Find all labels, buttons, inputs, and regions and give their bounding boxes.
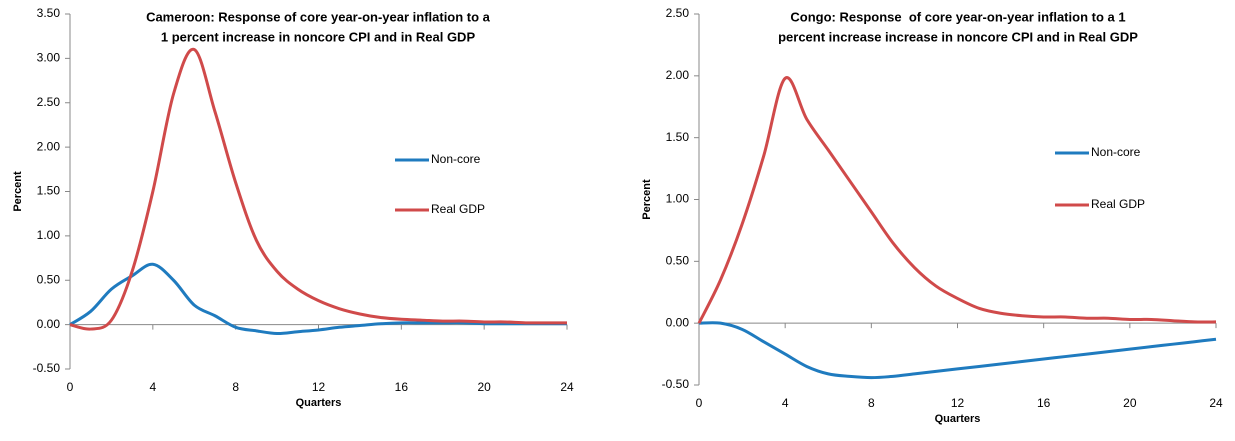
x-tick-label: 16 xyxy=(1037,396,1051,410)
y-tick-label: 2.50 xyxy=(37,95,61,109)
y-tick-label: 0.50 xyxy=(37,272,61,286)
y-tick-label: 3.00 xyxy=(37,51,61,65)
x-tick-label: 0 xyxy=(696,396,703,410)
x-tick-label: 12 xyxy=(951,396,965,410)
legend-label: Non-core xyxy=(431,152,481,166)
chart-title: 1 percent increase in noncore CPI and in… xyxy=(161,29,476,44)
y-tick-label: 3.50 xyxy=(37,6,61,20)
x-tick-label: 8 xyxy=(868,396,875,410)
y-tick-label: 0.00 xyxy=(37,317,61,331)
y-axis-label: Percent xyxy=(12,171,24,212)
y-tick-label: 2.00 xyxy=(37,139,61,153)
legend-label: Real GDP xyxy=(431,202,485,216)
y-tick-label: 2.50 xyxy=(666,6,690,20)
series-line xyxy=(69,262,567,336)
legend-label: Non-core xyxy=(1091,145,1141,159)
x-tick-label: 24 xyxy=(1209,396,1223,410)
legend-label: Real GDP xyxy=(1091,197,1145,211)
x-axis-label: Quarters xyxy=(296,397,342,409)
chart: Congo: Response of core year-on-year inf… xyxy=(641,6,1223,425)
x-tick-label: 12 xyxy=(312,380,326,394)
y-tick-label: 0.50 xyxy=(666,254,690,268)
series-line xyxy=(69,47,567,331)
chart-title: percent increase increase in noncore CPI… xyxy=(778,29,1138,44)
y-tick-label: 2.00 xyxy=(666,68,690,82)
series-line xyxy=(697,76,1217,324)
y-tick-label: 1.00 xyxy=(666,192,690,206)
chart: Cameroon: Response of core year-on-year … xyxy=(12,6,574,409)
y-tick-label: -0.50 xyxy=(33,361,61,375)
x-axis-label: Quarters xyxy=(935,413,981,425)
x-tick-label: 20 xyxy=(477,380,491,394)
y-tick-label: 1.50 xyxy=(666,130,690,144)
x-tick-label: 4 xyxy=(149,380,156,394)
y-tick-label: 0.00 xyxy=(666,315,690,329)
x-tick-label: 0 xyxy=(67,380,74,394)
y-axis-label: Percent xyxy=(641,179,653,220)
x-tick-label: 24 xyxy=(560,380,574,394)
x-tick-label: 8 xyxy=(232,380,239,394)
x-tick-label: 20 xyxy=(1123,396,1137,410)
series-line xyxy=(698,321,1217,380)
x-tick-label: 4 xyxy=(782,396,789,410)
y-tick-label: 1.00 xyxy=(37,228,61,242)
y-tick-label: -0.50 xyxy=(662,377,690,391)
chart-title: Cameroon: Response of core year-on-year … xyxy=(146,9,491,24)
x-tick-label: 16 xyxy=(395,380,409,394)
chart-title: Congo: Response of core year-on-year inf… xyxy=(790,9,1125,24)
y-tick-label: 1.50 xyxy=(37,184,61,198)
